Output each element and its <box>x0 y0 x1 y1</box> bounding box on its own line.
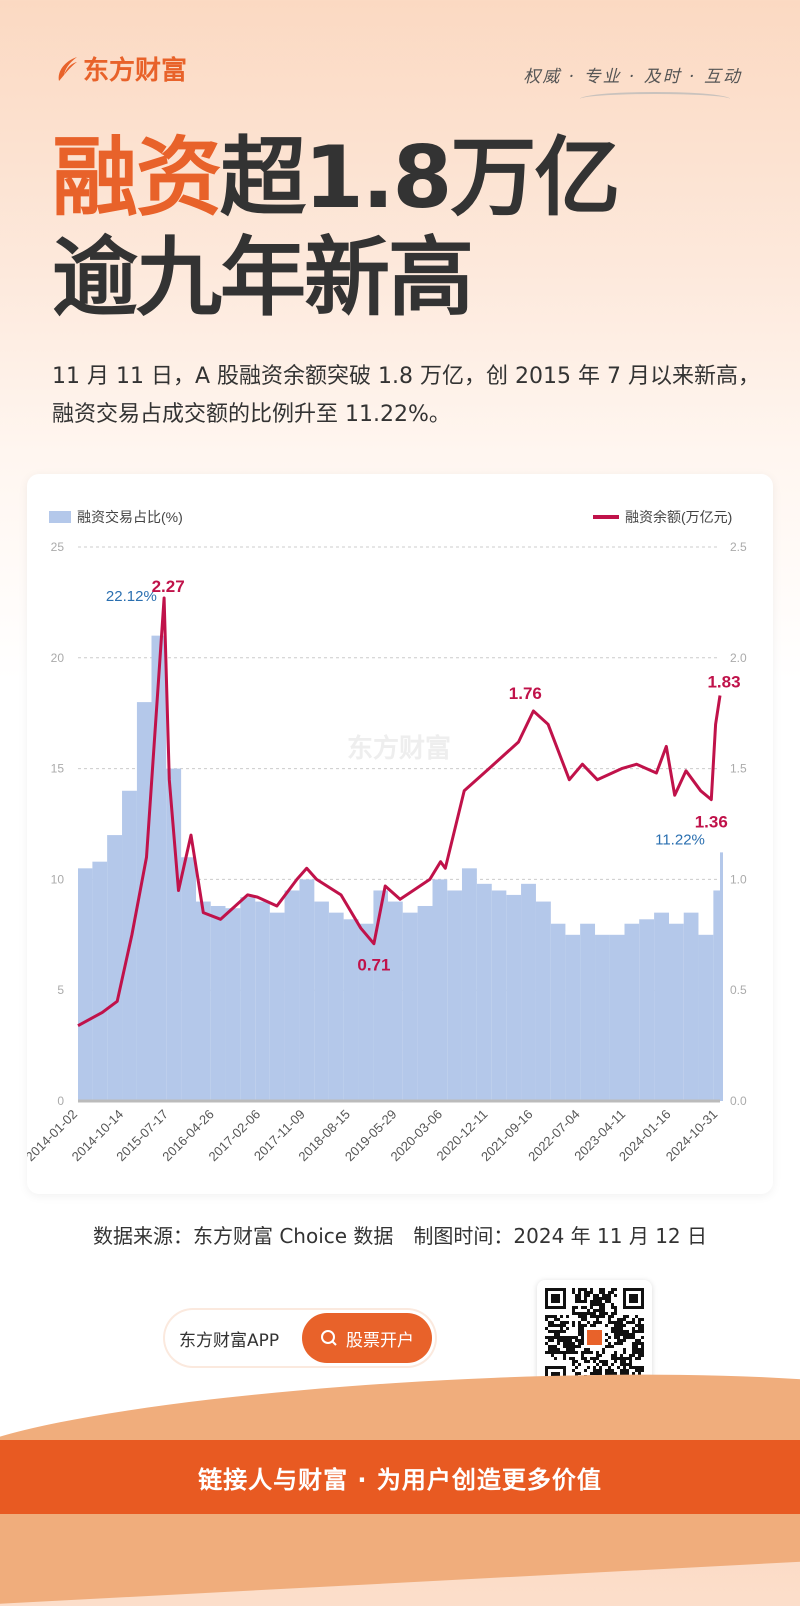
bar <box>521 884 536 1101</box>
qr-code-image <box>545 1288 644 1387</box>
data-label: 1.36 <box>695 813 728 832</box>
bar <box>92 862 107 1101</box>
title-line1: 超1.8万亿 <box>220 128 618 228</box>
bar <box>477 884 492 1101</box>
app-label: 东方财富APP <box>179 1326 279 1351</box>
bar <box>698 935 713 1101</box>
y-left-tick-label: 0 <box>57 1094 64 1108</box>
data-label: 22.12% <box>106 588 157 605</box>
data-label: 1.83 <box>707 672 740 691</box>
bar <box>506 895 521 1101</box>
bar <box>285 890 300 1101</box>
bar <box>551 924 566 1101</box>
decorative-swoosh <box>580 92 730 106</box>
bar <box>344 919 359 1101</box>
y-right-tick-label: 1.5 <box>730 762 747 776</box>
bar <box>654 913 669 1101</box>
bar <box>329 913 344 1101</box>
bar <box>720 852 723 1101</box>
data-label: 11.22% <box>655 831 705 848</box>
y-left-tick-label: 15 <box>51 762 65 776</box>
data-source: 数据来源：东方财富 Choice 数据 制图时间：2024 年 11 月 12 … <box>0 1220 800 1249</box>
bar <box>610 935 625 1101</box>
bar <box>388 902 403 1101</box>
y-right-tick-label: 1.0 <box>730 872 747 886</box>
bar <box>299 879 314 1101</box>
y-right-tick-label: 0.5 <box>730 983 747 997</box>
bar <box>196 902 211 1101</box>
slogan: 权威 · 专业 · 及时 · 互动 <box>523 62 742 87</box>
open-account-button[interactable]: 股票开户 <box>302 1313 432 1363</box>
bar <box>151 636 166 1101</box>
bar <box>595 935 610 1101</box>
bar <box>669 924 684 1101</box>
title-line2: 逾九年新高 <box>52 228 618 328</box>
y-right-tick-label: 0.0 <box>730 1094 747 1108</box>
chart: 05101520250.00.51.01.52.02.5东方财富2014-01-… <box>27 474 773 1194</box>
bar <box>403 913 418 1101</box>
legend-bar-swatch <box>49 511 71 523</box>
data-label: 0.71 <box>357 956 390 975</box>
y-left-tick-label: 10 <box>51 872 65 886</box>
bar <box>255 902 270 1101</box>
bar <box>492 890 507 1101</box>
bar <box>270 913 285 1101</box>
bar <box>624 924 639 1101</box>
brand-name: 东方财富 <box>83 50 187 87</box>
brand-flame-icon <box>55 55 79 83</box>
watermark: 东方财富 <box>347 733 451 763</box>
bar <box>373 890 388 1101</box>
bar <box>78 868 92 1101</box>
subtitle: 11 月 11 日，A 股融资余额突破 1.8 万亿，创 2015 年 7 月以… <box>52 358 762 434</box>
bar <box>684 913 699 1101</box>
footer-banner: 链接人与财富 · 为用户创造更多价值 <box>0 1440 800 1514</box>
y-left-tick-label: 20 <box>51 651 65 665</box>
brand-logo: 东方财富 <box>55 50 187 87</box>
open-account-label: 股票开户 <box>346 1326 414 1351</box>
bar <box>580 924 595 1101</box>
bar <box>713 890 720 1101</box>
bar <box>418 906 433 1101</box>
title-highlight: 融资 <box>52 128 220 228</box>
bar <box>565 935 580 1101</box>
app-search-pill[interactable]: 东方财富APP 股票开户 <box>165 1310 435 1366</box>
search-icon <box>320 1329 338 1347</box>
data-label: 1.76 <box>509 684 542 703</box>
y-left-tick-label: 25 <box>51 540 65 554</box>
y-left-tick-label: 5 <box>57 983 64 997</box>
bar <box>314 902 329 1101</box>
bar <box>447 890 462 1101</box>
bar <box>107 835 122 1101</box>
bar <box>240 897 255 1101</box>
bar <box>536 902 551 1101</box>
bar <box>359 924 374 1101</box>
bar <box>639 919 654 1101</box>
y-right-tick-label: 2.5 <box>730 540 747 554</box>
legend-bar-label: 融资交易占比(%) <box>77 509 183 525</box>
page-title: 融资超1.8万亿 逾九年新高 <box>52 128 618 328</box>
data-label: 2.27 <box>152 577 185 596</box>
bar <box>211 906 226 1101</box>
y-right-tick-label: 2.0 <box>730 651 747 665</box>
bar <box>433 879 448 1101</box>
legend-line-label: 融资余额(万亿元) <box>625 509 732 525</box>
bar <box>181 857 196 1101</box>
bar <box>225 908 240 1101</box>
bar <box>462 868 477 1101</box>
